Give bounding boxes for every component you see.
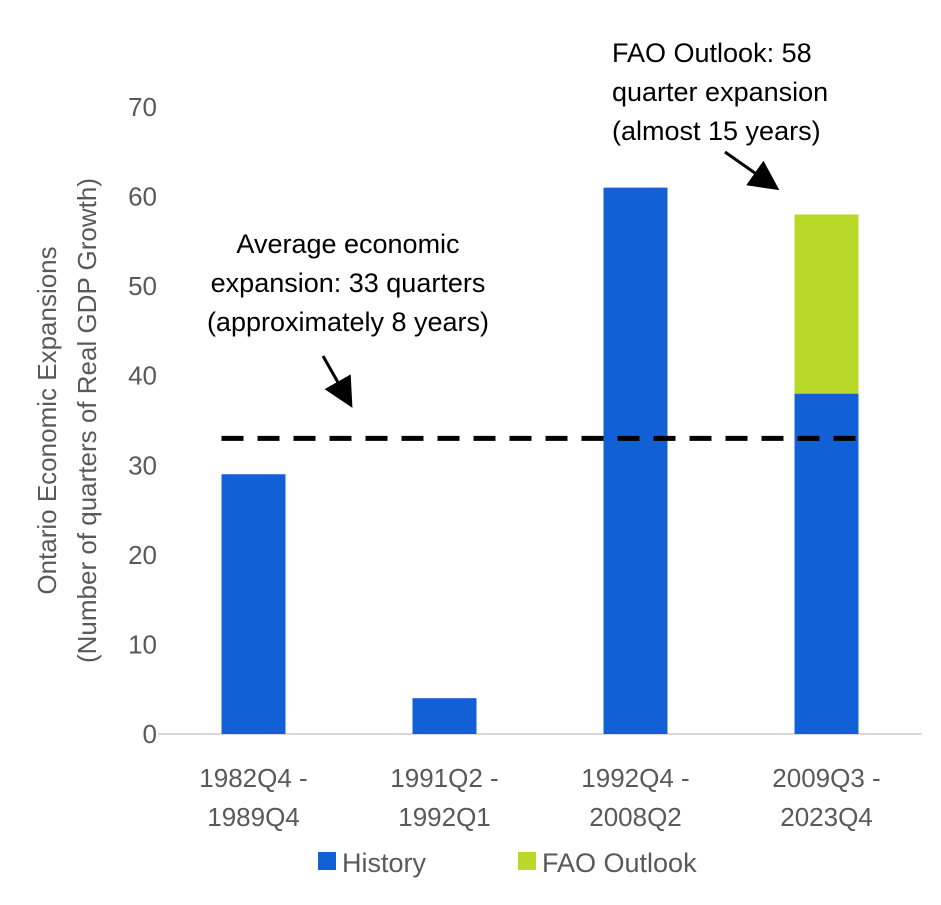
x-category-label: 2009Q3 -2023Q4: [772, 763, 880, 832]
y-tick-label: 60: [128, 182, 157, 212]
y-tick-label: 50: [128, 271, 157, 301]
annotation-average: Average economic expansion: 33 quarters (a…: [207, 229, 489, 408]
y-tick-label: 70: [128, 92, 157, 122]
legend-swatch: [518, 852, 536, 870]
annotation-fao-outlook: FAO Outlook: 58 quarter expansion (almost …: [612, 38, 828, 191]
x-category-label: 1982Q4 -1989Q4: [199, 763, 307, 832]
annotation-text: FAO Outlook: 58 quarter expansion (almost …: [612, 38, 828, 146]
legend: History FAO Outlook: [318, 848, 697, 878]
x-axis-category-labels: 1982Q4 -1989Q4 1991Q2 -1992Q1 1992Q4 -2008…: [199, 763, 880, 832]
legend-swatch: [318, 852, 336, 870]
y-tick-label: 40: [128, 361, 157, 391]
bar-fao-outlook: [794, 214, 859, 394]
y-axis-title-line: (Number of quarters of Real GDP Growth): [72, 178, 102, 663]
y-axis-title-line: Ontario Economic Expansions: [32, 246, 62, 594]
legend-label: FAO Outlook: [542, 848, 697, 878]
annotation-average-arrow: [321, 355, 353, 408]
legend-label: History: [342, 848, 427, 878]
bar-history: [794, 393, 859, 734]
y-tick-label: 20: [128, 540, 157, 570]
y-tick-label: 0: [143, 719, 157, 749]
y-axis-title: Ontario Economic Expansions (Number of qu…: [32, 178, 102, 663]
y-axis-ticks: 0 10 20 30 40 50 60 70: [128, 92, 157, 749]
x-category-label: 1992Q4 -2008Q2: [581, 763, 689, 832]
y-tick-label: 10: [128, 629, 157, 659]
bar-history: [221, 474, 286, 734]
annotation-text: Average economic expansion: 33 quarters (a…: [207, 229, 489, 337]
y-tick-label: 30: [128, 450, 157, 480]
bars: [221, 187, 859, 735]
bar-history: [412, 698, 477, 734]
x-category-label: 1991Q2 -1992Q1: [390, 763, 498, 832]
annotation-fao-arrow: [724, 150, 780, 191]
bar-history: [603, 187, 668, 735]
